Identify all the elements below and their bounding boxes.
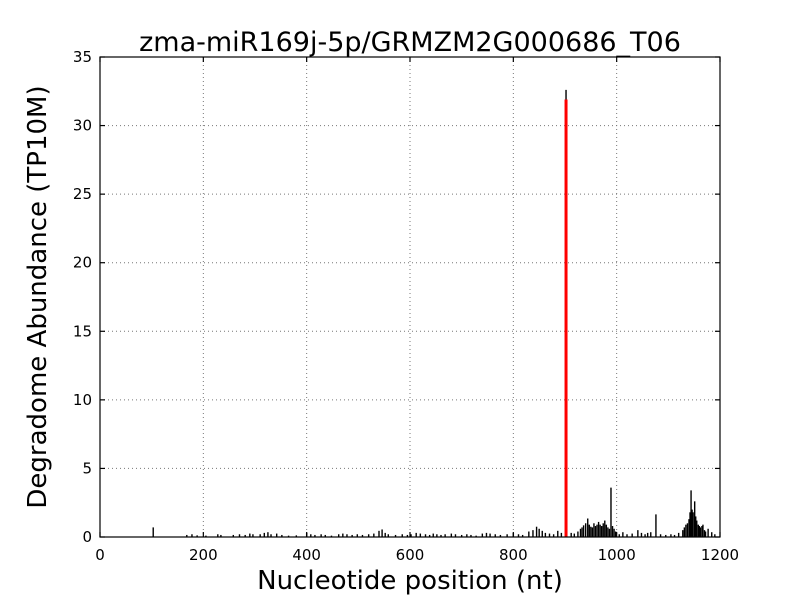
x-tick-label: 400 [292, 546, 321, 564]
y-tick-label: 30 [73, 117, 92, 135]
x-tick-label: 600 [396, 546, 425, 564]
y-tick-label: 35 [73, 48, 92, 66]
x-tick-label: 800 [499, 546, 528, 564]
y-tick-label: 0 [82, 528, 92, 546]
chart-title: zma-miR169j-5p/GRMZM2G000686_T06 [139, 27, 681, 58]
y-tick-label: 20 [73, 254, 92, 272]
x-tick-label: 200 [189, 546, 218, 564]
y-tick-label: 15 [73, 322, 92, 340]
x-tick-label: 0 [95, 546, 105, 564]
y-axis-label: Degradome Abundance (TP10M) [23, 85, 53, 508]
y-tick-label: 25 [73, 185, 92, 203]
x-axis-label: Nucleotide position (nt) [257, 566, 563, 596]
x-tick-label: 1200 [701, 546, 739, 564]
plot-area: 0 200 400 600 800 1000 1200 0 5 10 15 20 25 30 35 [73, 48, 739, 564]
y-tick-label: 5 [82, 459, 92, 477]
y-tick-label: 10 [73, 391, 92, 409]
x-tick-label: 1000 [598, 546, 636, 564]
